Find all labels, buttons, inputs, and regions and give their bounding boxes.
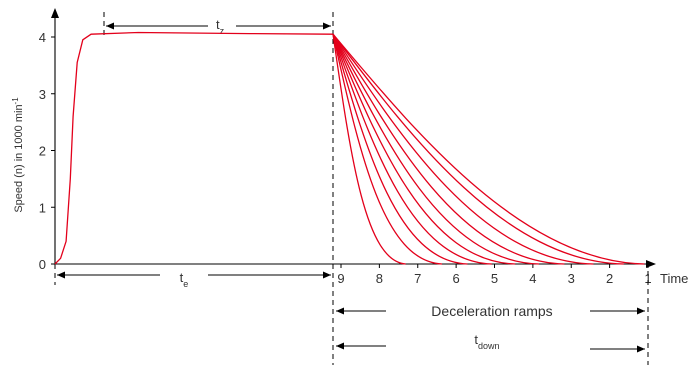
ramp-tick-label: 4 (529, 271, 536, 286)
ramp-tick-label: 7 (414, 271, 421, 286)
tdown-label-main: t (474, 332, 478, 347)
ramp-tick-label: 2 (606, 271, 613, 286)
y-tick-label: 0 (39, 257, 46, 272)
te-label-main: t (180, 270, 184, 285)
deceleration-ramp-curve (332, 34, 406, 265)
tz-label-sub: z (220, 26, 225, 36)
ramp-tick-label: 9 (337, 271, 344, 286)
x-axis-label: Time (660, 271, 688, 286)
te-arrowhead-right (323, 271, 331, 279)
ramp-tick-label: 5 (491, 271, 498, 286)
te-arrowhead-left (57, 271, 65, 279)
ramp-tick-label: 6 (453, 271, 460, 286)
decel-arrowhead-left (336, 307, 344, 315)
ramp-tick-label: 3 (568, 271, 575, 286)
y-tick-label: 1 (39, 200, 46, 215)
y-ticks: 0 1 2 3 4 (39, 30, 55, 272)
ramp-tick-label: 8 (376, 271, 383, 286)
tz-arrowhead-left (106, 22, 114, 30)
tz-label-main: t (216, 17, 220, 32)
decel-arrowhead-right (637, 307, 645, 315)
deceleration-ramp-curve (332, 33, 468, 265)
y-axis-label-main: Speed (n) in 1000 min (13, 104, 25, 212)
y-axis-arrow (51, 8, 59, 18)
deceleration-ramp-curve (332, 34, 443, 265)
tz-label: tz (216, 17, 225, 36)
deceleration-ramp-curve (332, 33, 645, 265)
ramp-tick-label: 1 (644, 271, 651, 286)
tdown-label: tdown (474, 332, 499, 351)
y-tick-label: 3 (39, 87, 46, 102)
deceleration-ramp-curve (332, 33, 594, 265)
y-axis-label-sup: -1 (11, 97, 20, 105)
y-tick-label: 4 (39, 30, 46, 45)
ramp-ticks: 9 8 7 6 5 4 3 2 1 (337, 264, 652, 286)
deceleration-ramp-curve (332, 33, 540, 265)
curves (54, 31, 645, 265)
tdown-arrowhead-right (637, 345, 645, 353)
te-label: te (180, 270, 189, 289)
deceleration-ramp-curve (332, 33, 565, 265)
te-label-sub: e (183, 279, 188, 289)
deceleration-ramp-curve (332, 33, 624, 265)
tz-arrowhead-right (323, 22, 331, 30)
deceleration-ramp-curve (332, 33, 516, 265)
acceleration-curve (54, 31, 334, 265)
decel-label: Deceleration ramps (431, 303, 552, 319)
tdown-arrowhead-left (336, 342, 344, 350)
y-tick-label: 2 (39, 144, 46, 159)
y-axis-label: Speed (n) in 1000 min-1 (11, 97, 26, 213)
deceleration-ramp-curve (332, 33, 492, 265)
tdown-label-sub: down (478, 341, 500, 351)
